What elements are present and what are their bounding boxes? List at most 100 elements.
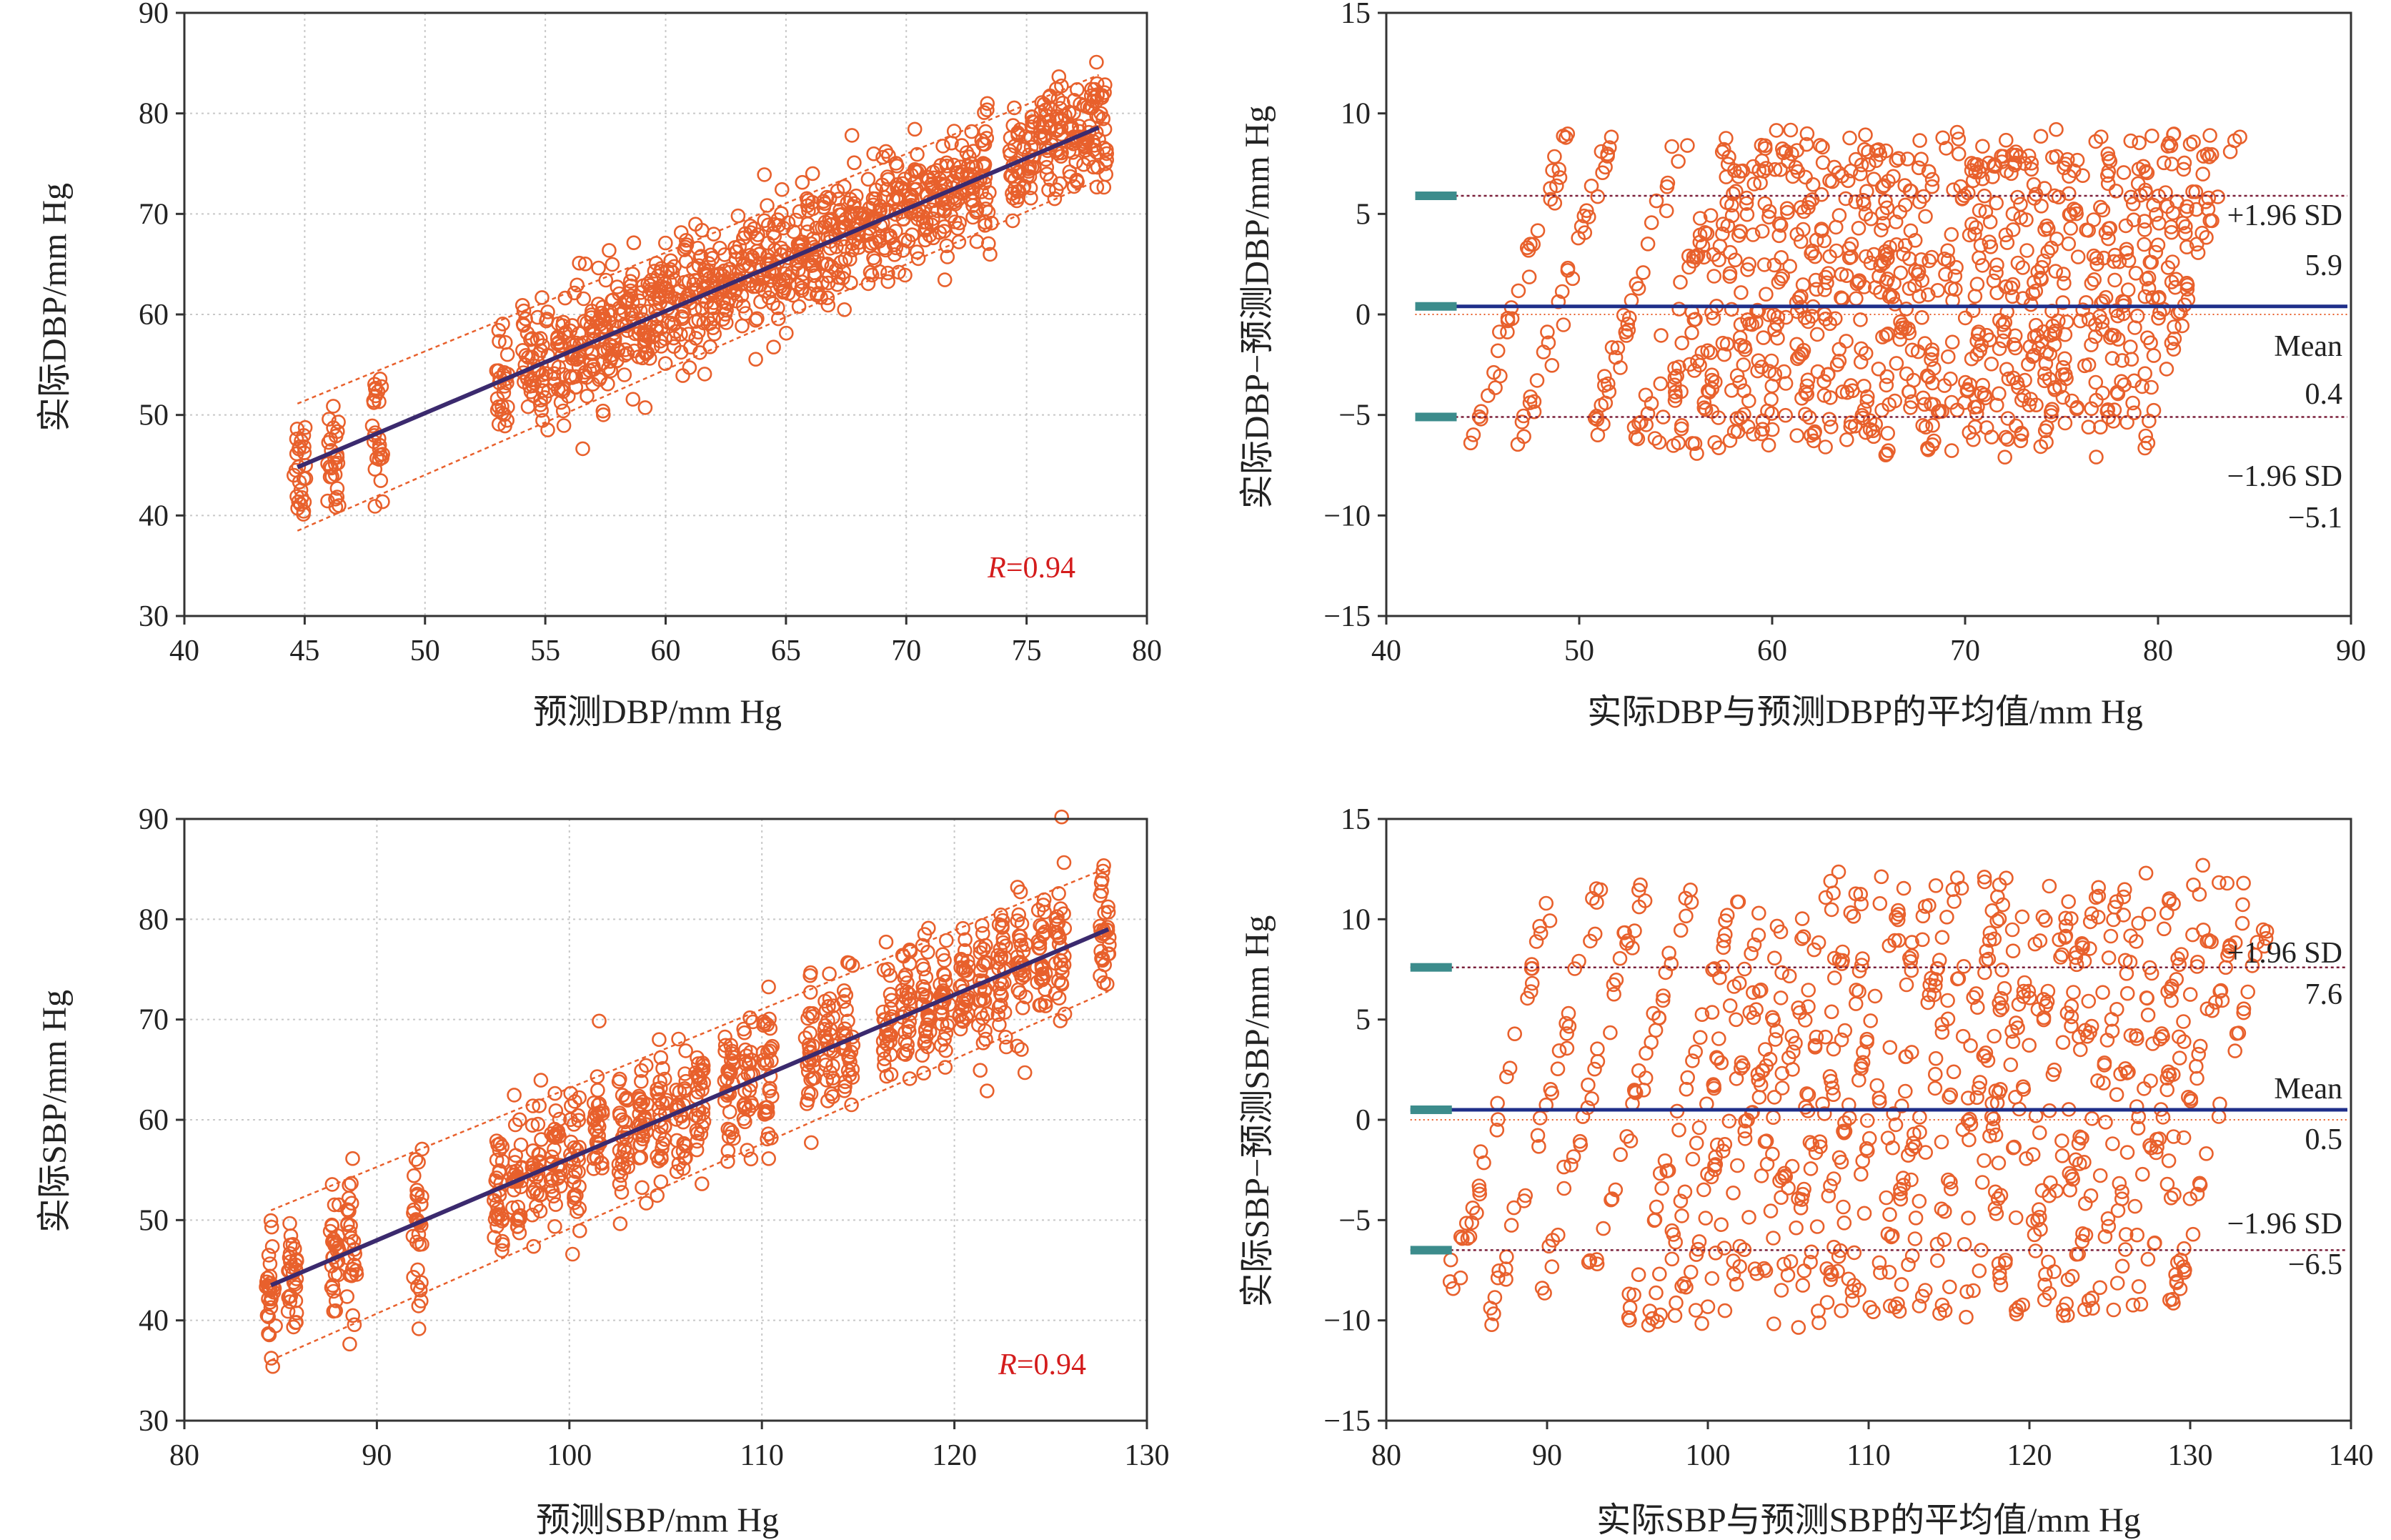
data-point — [1981, 951, 1997, 967]
data-point — [1758, 1042, 1773, 1057]
data-point — [563, 1086, 578, 1101]
data-point — [261, 1248, 277, 1263]
data-point — [2067, 163, 2082, 179]
data-point — [1951, 146, 1967, 162]
data-point — [1821, 1188, 1836, 1203]
data-point — [1872, 896, 1888, 911]
data-point — [515, 342, 530, 358]
data-point — [803, 1072, 818, 1088]
data-point — [1846, 1245, 1862, 1261]
data-point — [984, 215, 999, 231]
data-point — [411, 1155, 426, 1170]
data-point — [1455, 1231, 1470, 1246]
data-point — [1949, 259, 1964, 275]
data-point — [1747, 1261, 1763, 1276]
confidence-band — [297, 74, 1100, 532]
data-point — [2069, 1246, 2084, 1262]
data-point — [1770, 330, 1785, 346]
data-point — [2064, 998, 2079, 1014]
data-point — [2204, 213, 2219, 229]
data-point — [1902, 384, 1917, 399]
data-point — [975, 156, 991, 171]
data-point — [2189, 1186, 2205, 1202]
data-point — [1904, 948, 1919, 963]
data-point — [820, 290, 835, 306]
data-point — [1859, 249, 1874, 264]
data-point — [263, 1213, 279, 1228]
x-tick-label: 55 — [530, 635, 560, 667]
data-point — [2166, 126, 2182, 141]
data-point — [659, 1096, 675, 1111]
data-point — [1719, 195, 1734, 210]
data-point — [1959, 1284, 1974, 1299]
data-point — [1989, 285, 2004, 301]
data-point — [1756, 257, 1772, 272]
data-point — [1585, 890, 1600, 906]
data-point — [1490, 343, 1506, 359]
mean-value: 0.4 — [2305, 378, 2343, 411]
data-point — [1824, 174, 1840, 189]
data-point — [880, 274, 895, 289]
data-point — [771, 217, 786, 233]
data-point — [1834, 1154, 1849, 1170]
data-point — [1654, 1181, 1669, 1196]
data-point — [287, 1276, 303, 1292]
data-point — [1533, 925, 1549, 941]
data-point — [1967, 289, 1983, 304]
data-point — [657, 356, 673, 372]
data-point — [280, 1303, 296, 1319]
data-point — [2113, 1066, 2128, 1082]
data-point — [2036, 253, 2052, 269]
data-point — [1636, 265, 1651, 280]
data-point — [1899, 366, 1914, 382]
data-point — [2137, 222, 2152, 237]
data-point — [2149, 207, 2164, 222]
data-point — [2120, 282, 2136, 297]
data-point — [1729, 1012, 1744, 1028]
data-point — [1707, 434, 1722, 450]
data-point — [510, 1218, 525, 1234]
ci-marker — [1415, 412, 1457, 422]
data-point — [1937, 1232, 1952, 1247]
data-point — [1054, 809, 1069, 825]
data-point — [978, 1031, 993, 1047]
data-point — [655, 1060, 670, 1076]
data-point — [1668, 1235, 1683, 1250]
data-point — [1912, 1193, 1927, 1209]
data-point — [1761, 437, 1776, 453]
data-point — [294, 433, 309, 449]
data-point — [1972, 1075, 1988, 1090]
regression-line — [297, 125, 1100, 470]
data-point — [721, 1129, 737, 1145]
data-point — [1767, 162, 1783, 177]
data-point — [2137, 289, 2153, 304]
data-point — [1972, 250, 1987, 266]
data-point — [1581, 1255, 1596, 1270]
data-point — [1679, 1081, 1694, 1097]
data-point — [2170, 951, 2185, 966]
data-point — [1560, 260, 1576, 276]
data-point — [1659, 179, 1675, 194]
data-point — [327, 1266, 343, 1282]
data-point — [2127, 1198, 2143, 1214]
data-point — [1855, 1055, 1871, 1070]
data-point — [1542, 913, 1558, 928]
data-point — [1674, 421, 1689, 437]
data-point — [1722, 266, 1738, 281]
data-point — [2189, 1070, 2204, 1086]
data-point — [1859, 1034, 1874, 1050]
data-point — [1904, 342, 1920, 358]
data-point — [367, 380, 383, 396]
data-point — [1597, 369, 1612, 384]
data-point — [1918, 209, 1933, 224]
data-point — [1840, 173, 1856, 189]
data-point — [678, 1073, 694, 1089]
data-point — [1977, 1153, 1992, 1168]
data-point — [737, 1053, 753, 1068]
data-point — [946, 124, 962, 139]
data-point — [876, 963, 892, 978]
data-point — [1765, 1010, 1780, 1025]
data-point — [1010, 949, 1025, 965]
data-point — [1766, 1231, 1781, 1246]
